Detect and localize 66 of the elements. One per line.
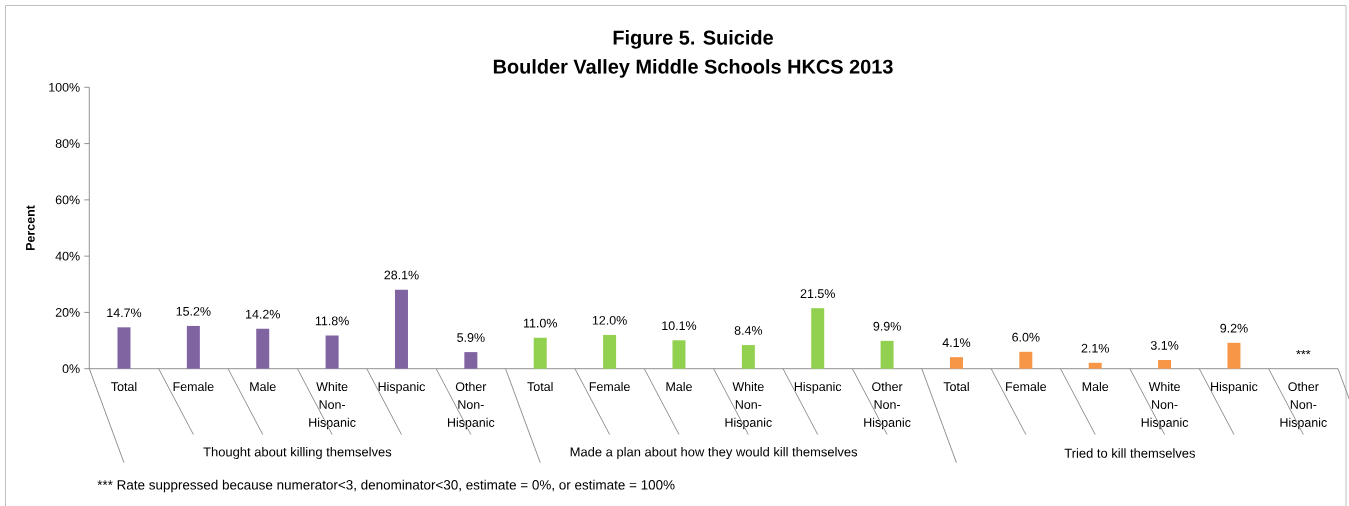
data-label: 14.2% [246,309,280,319]
data-label: 5.9% [457,333,485,342]
data-label: 2.1% [1081,343,1109,353]
x-tick-label: Total [943,381,969,392]
text: *** Rate suppressed because numerator<3, denominator<30, estimate = 0%, or estimate = 100% [97,479,675,493]
chart-subtitle: Boulder Valley Middle Schools HKCS 2013 [493,59,893,78]
bar [1227,342,1241,369]
data-label: 3.1% [1150,340,1179,350]
x-tick-label: Male [666,381,692,392]
bar [533,337,547,369]
text: Made a plan about how they would kill themselves [570,446,858,460]
bar [186,325,200,369]
data-label: 12.0% [592,315,627,325]
data-label: 10.1% [662,321,697,331]
bar [603,334,617,369]
text: Thought about killing themselves [203,446,392,460]
x-tick-label: Total [527,381,553,392]
bar [811,308,825,369]
x-tick-label: Hispanic [378,381,426,394]
x-tick-label: White Non-Hispanic [309,381,356,430]
x-tick-label: White Non-Hispanic [725,381,772,430]
y-tick-label: 80% [55,139,80,148]
y-tick-label: 40% [55,251,80,261]
y-tick-label: 60% [55,195,80,205]
data-label: 14.7% [107,308,142,318]
y-axis-title: Percent [26,205,35,251]
bar [741,345,755,369]
bar [672,340,686,369]
y-tick-label: 0% [62,364,80,374]
x-tick-label: White Non-Hispanic [1141,381,1189,430]
data-label: 21.5% [800,289,835,298]
bar [325,335,339,369]
x-tick-label: Other Non-Hispanic [864,381,911,430]
data-label: 11.0% [523,318,557,328]
x-tick-label: Male [1082,381,1109,392]
bar [949,357,963,369]
bar [464,352,478,369]
data-label: 8.4% [734,326,763,335]
data-label: 15.2% [176,306,211,316]
x-tick-label: Other Non-Hispanic [1280,381,1327,430]
bar [256,328,270,369]
x-tick-label: Female [173,381,214,392]
data-label: 4.1% [942,338,971,347]
x-tick-label: Female [589,381,630,392]
x-tick-label: Female [1006,381,1047,392]
data-label: 9.9% [873,321,901,331]
text: *** [1296,349,1311,355]
bar [880,340,894,369]
bar [1088,362,1102,369]
bar [394,289,408,369]
x-tick-label: Hispanic [794,381,842,394]
x-tick-label: Male [250,381,276,392]
data-label: 11.8% [315,316,349,326]
bar [1019,351,1033,369]
text: Tried to kill themselves [1064,448,1196,458]
y-tick-label: 100% [49,82,80,92]
y-tick-label: 20% [55,308,80,317]
chart-title: Figure 5. Suicide [613,30,773,49]
x-tick-label: Total [111,381,137,392]
bar [117,327,131,369]
x-tick-label: Hispanic [1211,381,1258,394]
bar [1158,359,1172,369]
x-tick-label: Other Non-Hispanic [447,381,495,430]
data-label: 6.0% [1012,332,1040,342]
data-label: 28.1% [384,270,419,280]
data-label: 9.2% [1220,323,1248,333]
